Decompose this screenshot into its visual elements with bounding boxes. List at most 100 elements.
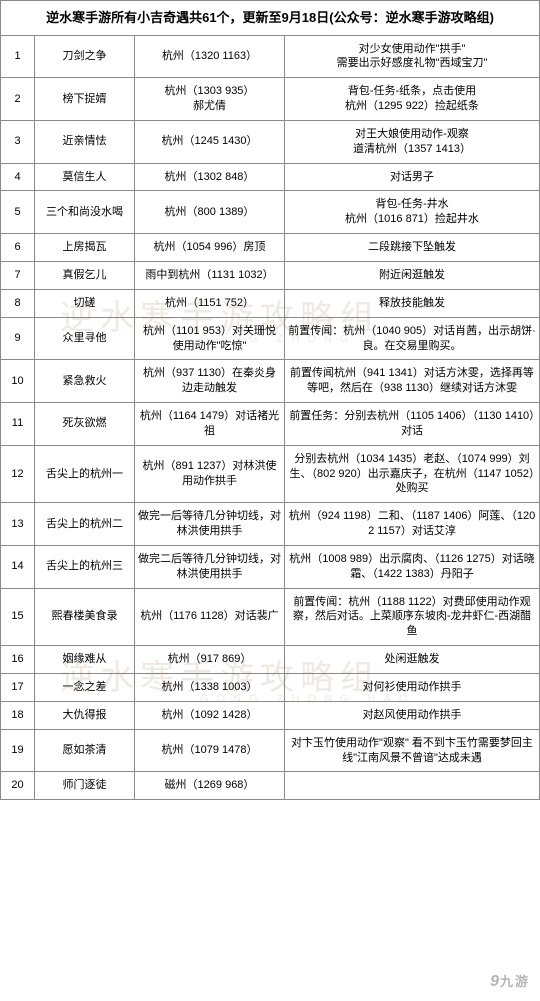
cell-desc: 处闲逛触发 <box>285 646 540 674</box>
cell-idx: 1 <box>1 35 35 78</box>
cell-idx: 20 <box>1 772 35 800</box>
cell-idx: 11 <box>1 403 35 446</box>
table-row: 8切磋杭州（1151 752）释放技能触发 <box>1 289 540 317</box>
table-row: 3近亲情怯杭州（1245 1430）对王大娘使用动作-观察道清杭州（1357 1… <box>1 120 540 163</box>
cell-idx: 9 <box>1 317 35 360</box>
table-row: 5三个和尚没水喝杭州（800 1389）背包-任务-井水杭州（1016 871）… <box>1 191 540 234</box>
cell-loc: 做完二后等待几分钟切线，对林洪使用拱手 <box>135 545 285 588</box>
table-row: 17一念之差杭州（1338 1003）对何衫使用动作拱手 <box>1 674 540 702</box>
logo-mark: 9 <box>490 973 500 990</box>
cell-idx: 8 <box>1 289 35 317</box>
cell-desc: 对少女使用动作"拱手"需要出示好感度礼物"西域宝刀" <box>285 35 540 78</box>
cell-idx: 12 <box>1 445 35 503</box>
cell-name: 死灰欲燃 <box>35 403 135 446</box>
cell-loc: 杭州（1092 1428） <box>135 701 285 729</box>
cell-name: 大仇得报 <box>35 701 135 729</box>
table-title: 逆水寒手游所有小吉奇遇共61个，更新至9月18日(公众号：逆水寒手游攻略组) <box>1 1 540 36</box>
cell-name: 愿如茶清 <box>35 729 135 772</box>
cell-name: 舌尖上的杭州三 <box>35 545 135 588</box>
table-row: 18大仇得报杭州（1092 1428）对赵风使用动作拱手 <box>1 701 540 729</box>
cell-idx: 6 <box>1 234 35 262</box>
cell-idx: 18 <box>1 701 35 729</box>
cell-desc: 对卞玉竹使用动作"观察" 看不到卞玉竹需要梦回主线"江南风景不曾谙"达成未遇 <box>285 729 540 772</box>
cell-idx: 3 <box>1 120 35 163</box>
cell-idx: 5 <box>1 191 35 234</box>
table-row: 14舌尖上的杭州三做完二后等待几分钟切线，对林洪使用拱手杭州（1008 989）… <box>1 545 540 588</box>
cell-name: 姻缘难从 <box>35 646 135 674</box>
cell-desc <box>285 772 540 800</box>
cell-loc: 杭州（800 1389） <box>135 191 285 234</box>
cell-name: 舌尖上的杭州一 <box>35 445 135 503</box>
cell-desc: 对王大娘使用动作-观察道清杭州（1357 1413） <box>285 120 540 163</box>
cell-desc: 前置传闻：杭州（1188 1122）对费邱使用动作观察，然后对话。上菜顺序东坡肉… <box>285 588 540 646</box>
cell-loc: 杭州（1338 1003） <box>135 674 285 702</box>
cell-loc: 雨中到杭州（1131 1032） <box>135 261 285 289</box>
cell-name: 一念之差 <box>35 674 135 702</box>
cell-desc: 对赵风使用动作拱手 <box>285 701 540 729</box>
guide-table: 逆水寒手游所有小吉奇遇共61个，更新至9月18日(公众号：逆水寒手游攻略组) 1… <box>0 0 540 800</box>
cell-name: 舌尖上的杭州二 <box>35 503 135 546</box>
table-row: 7真假乞儿雨中到杭州（1131 1032）附近闲逛触发 <box>1 261 540 289</box>
cell-loc: 杭州（937 1130）在秦炎身边走动触发 <box>135 360 285 403</box>
cell-idx: 10 <box>1 360 35 403</box>
cell-name: 切磋 <box>35 289 135 317</box>
cell-loc: 杭州（891 1237）对林洪使用动作拱手 <box>135 445 285 503</box>
cell-desc: 前置任务：分别去杭州（1105 1406）（1130 1410）对话 <box>285 403 540 446</box>
cell-idx: 13 <box>1 503 35 546</box>
cell-name: 三个和尚没水喝 <box>35 191 135 234</box>
cell-loc: 杭州（1176 1128）对话裴广 <box>135 588 285 646</box>
table-row: 9众里寻他杭州（1101 953）对关珊悦使用动作"吃惊"前置传闻：杭州（104… <box>1 317 540 360</box>
cell-desc: 附近闲逛触发 <box>285 261 540 289</box>
table-row: 13舌尖上的杭州二做完一后等待几分钟切线，对林洪使用拱手杭州（924 1198）… <box>1 503 540 546</box>
table-title-row: 逆水寒手游所有小吉奇遇共61个，更新至9月18日(公众号：逆水寒手游攻略组) <box>1 1 540 36</box>
cell-loc: 杭州（1164 1479）对话褚光祖 <box>135 403 285 446</box>
cell-idx: 4 <box>1 163 35 191</box>
table-row: 6上房揭瓦杭州（1054 996）房顶二段跳接下坠触发 <box>1 234 540 262</box>
cell-desc: 背包-任务-井水杭州（1016 871）捡起井水 <box>285 191 540 234</box>
table-row: 19愿如茶清杭州（1079 1478）对卞玉竹使用动作"观察" 看不到卞玉竹需要… <box>1 729 540 772</box>
cell-loc: 杭州（917 869） <box>135 646 285 674</box>
cell-idx: 16 <box>1 646 35 674</box>
site-logo: 9九游 <box>490 971 530 991</box>
cell-loc: 杭州（1320 1163） <box>135 35 285 78</box>
logo-text: 九游 <box>500 974 530 989</box>
cell-name: 近亲情怯 <box>35 120 135 163</box>
cell-desc: 对话男子 <box>285 163 540 191</box>
table-row: 10紧急救火杭州（937 1130）在秦炎身边走动触发前置传闻杭州（941 13… <box>1 360 540 403</box>
cell-idx: 14 <box>1 545 35 588</box>
table-row: 20师门逐徒磁州（1269 968） <box>1 772 540 800</box>
cell-name: 上房揭瓦 <box>35 234 135 262</box>
cell-name: 熙春楼美食录 <box>35 588 135 646</box>
table-row: 1刀剑之争杭州（1320 1163）对少女使用动作"拱手"需要出示好感度礼物"西… <box>1 35 540 78</box>
table-row: 4莫信生人杭州（1302 848）对话男子 <box>1 163 540 191</box>
cell-loc: 杭州（1054 996）房顶 <box>135 234 285 262</box>
cell-idx: 7 <box>1 261 35 289</box>
cell-name: 紧急救火 <box>35 360 135 403</box>
cell-loc: 杭州（1302 848） <box>135 163 285 191</box>
table-row: 2榜下捉婿杭州（1303 935）郝尤倩背包-任务-纸条，点击使用杭州（1295… <box>1 78 540 121</box>
cell-loc: 杭州（1101 953）对关珊悦使用动作"吃惊" <box>135 317 285 360</box>
cell-desc: 释放技能触发 <box>285 289 540 317</box>
cell-desc: 杭州（924 1198）二和、（1187 1406）阿莲、（1202 1157）… <box>285 503 540 546</box>
cell-idx: 15 <box>1 588 35 646</box>
cell-desc: 前置传闻：杭州（1040 905）对话肖茜，出示胡饼·良。在交易里购买。 <box>285 317 540 360</box>
cell-name: 众里寻他 <box>35 317 135 360</box>
cell-name: 榜下捉婿 <box>35 78 135 121</box>
cell-loc: 做完一后等待几分钟切线，对林洪使用拱手 <box>135 503 285 546</box>
cell-idx: 17 <box>1 674 35 702</box>
cell-loc: 杭州（1245 1430） <box>135 120 285 163</box>
cell-name: 真假乞儿 <box>35 261 135 289</box>
cell-desc: 杭州（1008 989）出示腐肉、（1126 1275）对话晓霜、（1422 1… <box>285 545 540 588</box>
cell-name: 刀剑之争 <box>35 35 135 78</box>
cell-loc: 杭州（1079 1478） <box>135 729 285 772</box>
cell-name: 莫信生人 <box>35 163 135 191</box>
cell-idx: 2 <box>1 78 35 121</box>
cell-desc: 背包-任务-纸条，点击使用杭州（1295 922）捡起纸条 <box>285 78 540 121</box>
cell-desc: 前置传闻杭州（941 1341）对话方沐雯，选择再等等吧，然后在（938 113… <box>285 360 540 403</box>
cell-loc: 杭州（1303 935）郝尤倩 <box>135 78 285 121</box>
cell-desc: 二段跳接下坠触发 <box>285 234 540 262</box>
cell-loc: 杭州（1151 752） <box>135 289 285 317</box>
cell-loc: 磁州（1269 968） <box>135 772 285 800</box>
cell-idx: 19 <box>1 729 35 772</box>
cell-desc: 分别去杭州（1034 1435）老赵、（1074 999）刘生、（802 920… <box>285 445 540 503</box>
